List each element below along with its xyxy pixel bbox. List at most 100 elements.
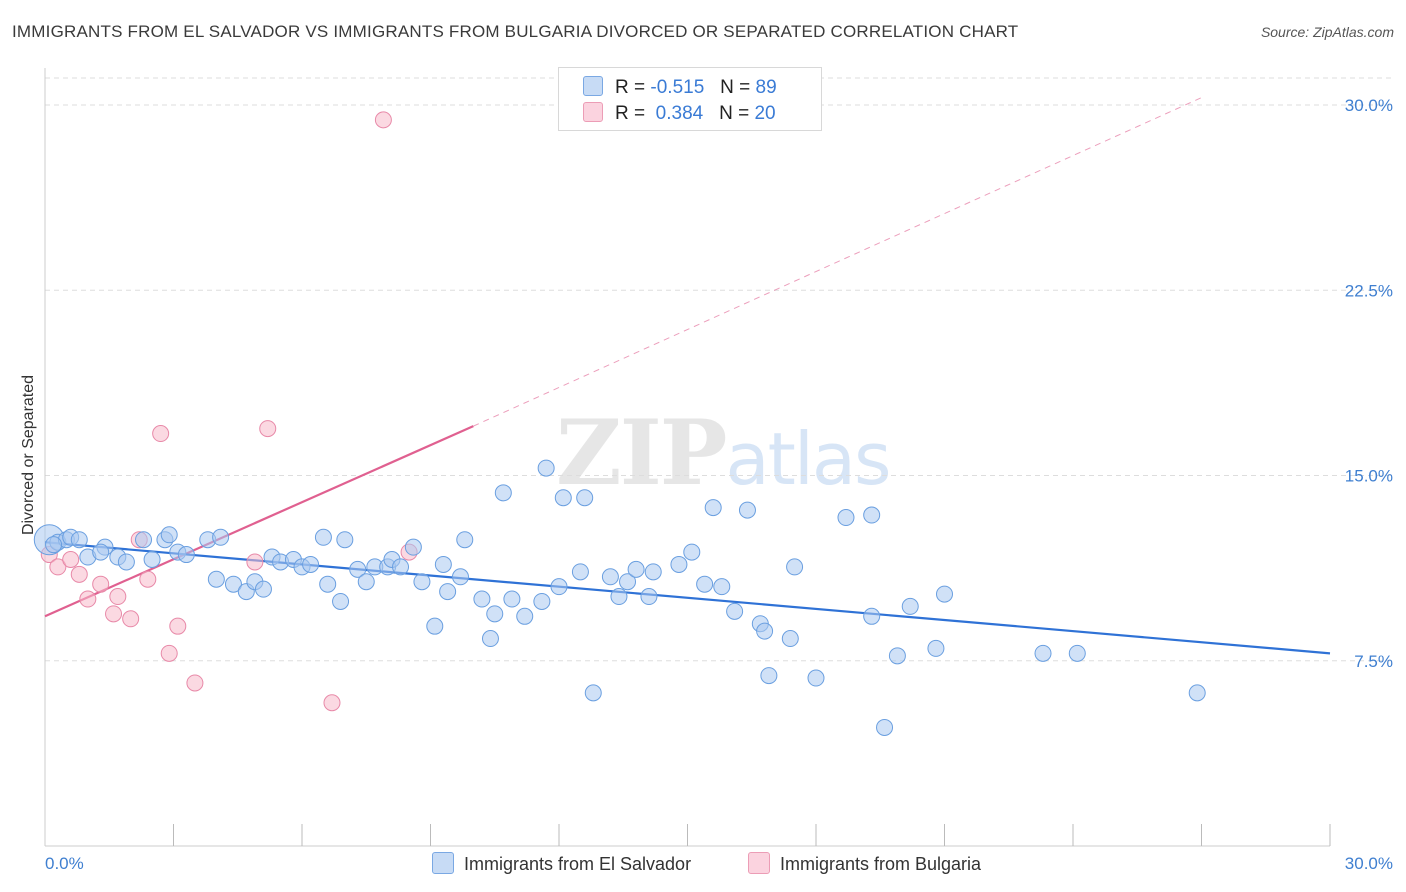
n-value: 89 <box>755 77 777 98</box>
bulgaria-trend-line <box>44 425 474 618</box>
el-salvador-point <box>640 588 658 606</box>
el-salvador-point <box>888 647 906 665</box>
el-salvador-point <box>927 639 945 657</box>
r-label: R = <box>615 103 646 124</box>
watermark-zip: ZIP <box>556 400 727 506</box>
el-salvador-point <box>473 590 491 608</box>
trend-lines <box>44 97 1331 655</box>
bulgaria-points <box>40 111 418 712</box>
el-salvador-point <box>45 536 63 554</box>
legend-label: Immigrants from Bulgaria <box>780 854 982 874</box>
watermark-atlas: atlas <box>725 417 891 501</box>
n-value: 20 <box>754 103 776 124</box>
el-salvador-point <box>807 669 825 687</box>
blue-swatch <box>432 852 454 874</box>
n-label: N = <box>720 77 751 98</box>
el-salvador-point <box>332 592 350 610</box>
bulgaria-point <box>152 425 170 443</box>
el-salvador-point <box>212 528 230 546</box>
el-salvador-point <box>571 563 589 581</box>
el-salvador-point <box>486 605 504 623</box>
bulgaria-point <box>246 553 264 571</box>
chart-title: IMMIGRANTS FROM EL SALVADOR VS IMMIGRANT… <box>12 22 1019 41</box>
bulgaria-point <box>259 420 277 438</box>
el-salvador-point <box>781 630 799 648</box>
el-salvador-point <box>516 607 534 625</box>
el-salvador-point <box>456 531 474 549</box>
el-salvador-point <box>1188 684 1206 702</box>
tick-labels: 7.5% 15.0% 22.5% 30.0% 0.0% 30.0% <box>45 96 1393 873</box>
el-salvador-point <box>936 585 953 603</box>
bulgaria-point <box>323 694 341 712</box>
bulgaria-point <box>160 644 178 662</box>
el-salvador-point <box>670 555 688 573</box>
el-salvador-point <box>392 558 410 576</box>
el-salvador-point <box>786 558 804 576</box>
el-salvador-point <box>503 590 521 608</box>
el-salvador-point <box>683 543 701 561</box>
y-tick-label: 15.0% <box>1345 467 1393 486</box>
el-salvador-point <box>863 506 881 524</box>
bulgaria-point <box>374 111 392 129</box>
legend-item-el-salvador: Immigrants from El Salvador <box>432 852 691 875</box>
y-tick-label: 7.5% <box>1354 652 1393 671</box>
el-salvador-point <box>610 588 628 606</box>
grid-lines <box>45 77 1392 662</box>
el-salvador-point <box>207 570 225 588</box>
el-salvador-point <box>434 555 452 573</box>
legend-row-bulgaria: R = 0.384 N = 20 <box>583 102 776 126</box>
el-salvador-points <box>33 459 1206 736</box>
el-salvador-point <box>713 578 731 596</box>
watermark: ZIPatlas <box>556 400 891 506</box>
el-salvador-point <box>349 560 367 578</box>
pink-swatch <box>583 102 603 122</box>
el-salvador-point <box>876 718 894 736</box>
r-value: -0.515 <box>650 77 705 98</box>
pink-swatch <box>748 852 770 874</box>
el-salvador-point <box>117 553 135 571</box>
el-salvador-point <box>901 597 919 615</box>
bulgaria-point <box>79 590 97 608</box>
el-salvador-point <box>644 563 662 581</box>
el-salvador-point <box>696 575 714 593</box>
el-salvador-point <box>619 573 637 591</box>
el-salvador-point <box>143 550 161 568</box>
el-salvador-point <box>439 583 457 601</box>
el-salvador-point <box>704 499 722 517</box>
n-label: N = <box>719 103 750 124</box>
el-salvador-point <box>177 546 195 564</box>
el-salvador-point <box>601 568 619 586</box>
el-salvador-point <box>537 459 555 477</box>
el-salvador-point <box>413 573 431 591</box>
el-salvador-point <box>70 531 88 549</box>
el-salvador-point <box>760 667 778 685</box>
bulgaria-point <box>139 570 157 588</box>
bulgaria-point <box>92 575 110 593</box>
el-salvador-point <box>1068 644 1086 662</box>
r-value: 0.384 <box>655 103 704 124</box>
r-label: R = <box>615 77 646 98</box>
bulgaria-point <box>49 558 67 576</box>
el-salvador-point <box>584 684 602 702</box>
bulgaria-point <box>122 610 140 628</box>
y-tick-label: 30.0% <box>1345 96 1393 115</box>
legend-label: Immigrants from El Salvador <box>464 854 692 874</box>
bulgaria-point <box>186 674 204 692</box>
el-salvador-point <box>224 575 242 593</box>
x-tick-label: 0.0% <box>45 854 84 873</box>
el-salvador-point <box>451 568 469 586</box>
el-salvador-point <box>576 489 594 507</box>
el-salvador-point <box>494 484 512 502</box>
bulgaria-trend-extension <box>473 97 1202 427</box>
el-salvador-point <box>738 501 756 519</box>
el-salvador-point <box>863 607 881 625</box>
el-salvador-point <box>627 560 645 578</box>
x-tick-label: 30.0% <box>1345 854 1393 873</box>
el-salvador-point <box>533 592 551 610</box>
correlation-legend: R = -0.515 N = 89 R = 0.384 N = 20 <box>558 67 822 131</box>
el-salvador-point <box>314 528 332 546</box>
el-salvador-point <box>357 573 375 591</box>
el-salvador-point <box>756 622 774 640</box>
el-salvador-point <box>319 575 337 593</box>
